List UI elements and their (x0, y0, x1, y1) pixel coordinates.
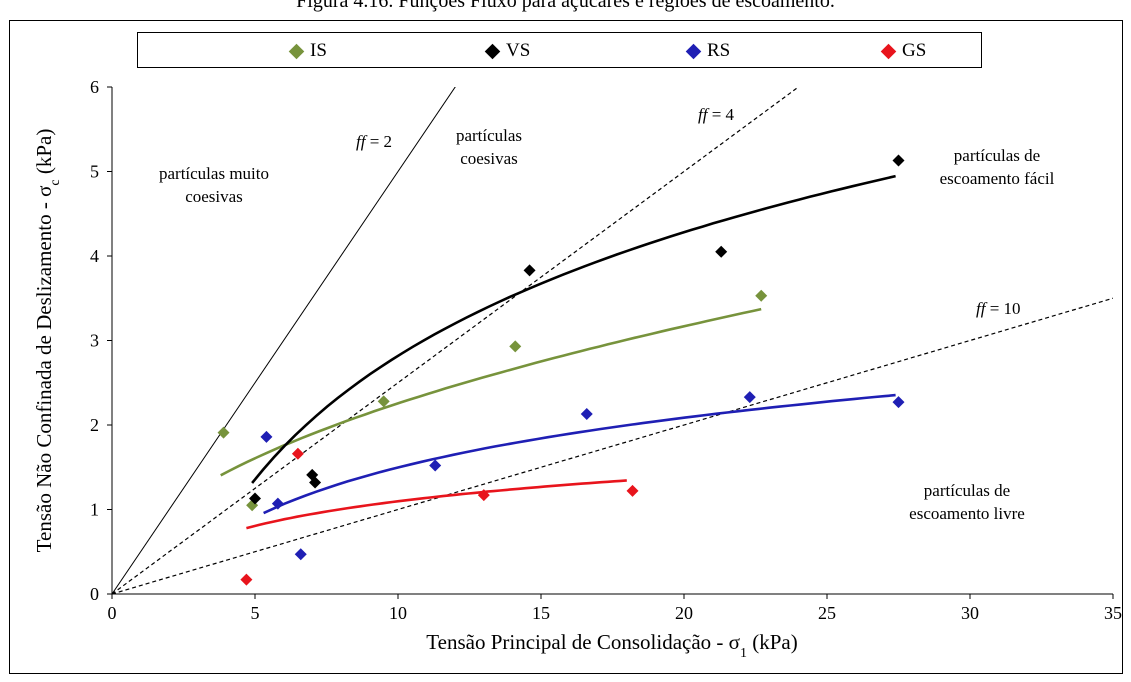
point-rs (892, 396, 905, 409)
legend-label-is: IS (310, 40, 327, 61)
y-tick-label: 1 (90, 500, 99, 520)
point-gs (240, 573, 253, 586)
y-tick-label: 2 (90, 415, 99, 435)
x-tick-label: 30 (961, 603, 979, 623)
legend: IS VS RS GS (137, 32, 982, 68)
y-axis-title: Tensão Não Confinada de Deslizamento - σ… (32, 129, 63, 553)
point-vs (715, 245, 728, 258)
figure-caption: Figura 4.16. Funções Fluxo para açúcares… (296, 0, 835, 12)
ff-line-2 (112, 297, 1113, 594)
x-tick-label: 10 (389, 603, 407, 623)
x-axis-title: Tensão Principal de Consolidação - σ1 (k… (426, 630, 797, 661)
legend-item-rs: RS (685, 39, 731, 63)
legend-label-gs: GS (902, 40, 927, 61)
fit-curve-gs (246, 479, 627, 530)
point-vs (249, 492, 261, 505)
region-label-0: partículas muito (159, 164, 269, 183)
x-tick-label: 0 (108, 603, 117, 623)
fit-curve-rs (263, 393, 896, 515)
ff-label-2: ff = 10 (976, 299, 1021, 318)
point-rs (580, 408, 593, 421)
point-rs (271, 497, 284, 510)
legend-marker-vs (484, 43, 501, 59)
ff-label-1: ff = 4 (698, 105, 735, 124)
x-tick-label: 15 (532, 603, 550, 623)
point-vs (892, 154, 905, 167)
y-tick-label: 5 (90, 162, 99, 182)
chart-frame (9, 20, 1123, 674)
point-gs (477, 489, 490, 502)
fit-curve-is (220, 307, 762, 477)
region-label-1: partículas (456, 126, 522, 145)
legend-marker-is (288, 43, 305, 59)
region-label-0: coesivas (185, 187, 243, 206)
x-tick-label: 35 (1104, 603, 1122, 623)
point-is (246, 499, 259, 512)
point-gs (291, 447, 304, 460)
point-vs (523, 264, 536, 277)
flow-factor-lines (112, 87, 1113, 594)
region-label-2: escoamento fácil (940, 169, 1055, 188)
legend-marker-rs (685, 43, 702, 59)
point-gs (626, 484, 639, 497)
legend-item-gs: GS (880, 39, 927, 63)
y-tick-label: 6 (90, 77, 99, 97)
point-is (509, 340, 522, 353)
y-tick-label: 4 (90, 246, 99, 266)
point-rs (743, 391, 756, 404)
point-vs (309, 476, 322, 489)
legend-label-vs: VS (506, 40, 531, 61)
x-tick-label: 5 (251, 603, 260, 623)
point-rs (294, 548, 307, 561)
region-label-3: partículas de (924, 481, 1010, 500)
legend-item-is: IS (288, 39, 327, 63)
region-label-3: escoamento livre (909, 504, 1025, 523)
region-label-1: coesivas (460, 149, 518, 168)
legend-label-rs: RS (707, 40, 731, 61)
point-rs (429, 459, 442, 472)
y-tick-label: 0 (90, 584, 99, 604)
y-tick-label: 3 (90, 331, 99, 351)
x-tick-label: 25 (818, 603, 836, 623)
point-is (377, 395, 390, 408)
x-tick-label: 20 (675, 603, 693, 623)
legend-item-vs: VS (484, 39, 531, 63)
ff-label-0: ff = 2 (356, 132, 392, 151)
legend-marker-gs (880, 43, 897, 59)
point-is (217, 426, 230, 439)
region-label-2: partículas de (954, 146, 1040, 165)
point-is (755, 289, 768, 302)
ff-line-0 (112, 87, 456, 594)
point-rs (260, 430, 273, 443)
fit-curve-vs (251, 174, 896, 484)
